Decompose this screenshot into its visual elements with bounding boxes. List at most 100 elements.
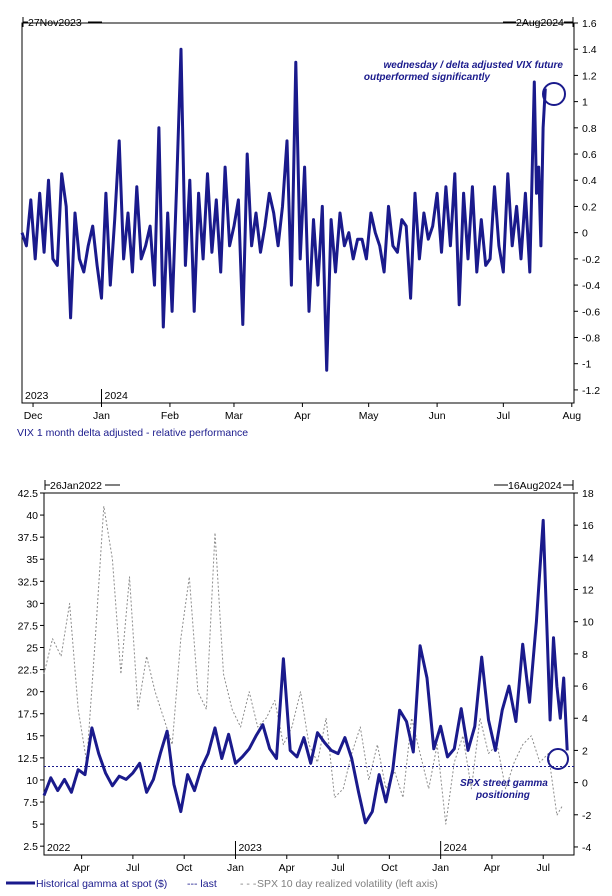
- chart2-left-y-tick-label: 22.5: [18, 665, 39, 677]
- chart1-x-axis: Dec Jan Feb Mar Apr May Jun Jul Aug: [24, 403, 581, 422]
- chart2-legend: Historical gamma at spot ($) --- last - …: [6, 878, 438, 890]
- chart2-left-y-tick-label: 30: [26, 598, 38, 610]
- chart2-highlight-circle: [547, 748, 569, 770]
- chart2-left-y-tick-label: 20: [26, 687, 38, 699]
- chart2-right-y-tick-label: 14: [582, 552, 594, 564]
- chart1-y-tick-label: -1.2: [582, 385, 600, 397]
- chart1-y-tick-label: -1: [582, 359, 591, 371]
- chart1-start-date-marker: 27Nov2023: [22, 17, 102, 29]
- chart2-end-date: 16Aug2024: [508, 480, 562, 492]
- chart2-left-y-tick-label: 25: [26, 643, 38, 655]
- chart2-year-label: 2023: [238, 842, 262, 854]
- chart2-right-y-tick-label: 12: [582, 585, 594, 597]
- chart2-left-y-tick-label: 10: [26, 775, 38, 787]
- chart1-y-tick-label: 1.2: [582, 70, 597, 82]
- chart2-right-y-tick-label: 2: [582, 745, 588, 757]
- chart2-right-y-axis: -4 -2 0 2 4 6 8 10 12 14 16 18: [574, 488, 594, 854]
- chart2-year-label: 2022: [47, 842, 71, 854]
- chart2-x-tick-label: Oct: [381, 862, 397, 874]
- chart2-start-date: 26Jan2022: [50, 480, 102, 492]
- chart2-left-y-tick-label: 7.5: [23, 797, 38, 809]
- chart1-year-label: 2024: [104, 390, 128, 402]
- legend-label-realized-vol: SPX 10 day realized volatility (left axi…: [257, 878, 438, 890]
- chart2-left-y-tick-label: 35: [26, 554, 38, 566]
- chart1-y-tick-label: -0.2: [582, 254, 600, 266]
- chart2-left-y-tick-label: 5: [32, 819, 38, 831]
- chart1-series: [20, 47, 547, 372]
- chart1-year-label: 2023: [25, 390, 49, 402]
- chart2-annotation-line1: SPX street gamma: [460, 778, 548, 789]
- chart2-series: [42, 505, 569, 825]
- chart1-annotation: wednesday / delta adjusted VIX future ou…: [364, 60, 566, 106]
- legend-label-gamma: Historical gamma at spot ($): [36, 878, 167, 890]
- chart2-x-axis: Apr Jul Oct Jan Apr Jul Oct Jan Apr Jul: [73, 855, 550, 874]
- chart1-y-tick-label: 0.8: [582, 123, 597, 135]
- chart2-gamma-line: [42, 518, 569, 825]
- chart1-end-date: 2Aug2024: [516, 17, 564, 29]
- chart2-year-labels: 2022 2023 2024: [43, 841, 468, 855]
- chart2-left-y-tick-label: 42.5: [18, 488, 39, 500]
- chart2-x-tick-label: Jan: [432, 862, 449, 874]
- chart2-right-y-tick-label: 4: [582, 713, 588, 725]
- chart2-left-y-tick-label: 32.5: [18, 576, 39, 588]
- chart1-y-tick-label: -0.8: [582, 332, 600, 344]
- chart1-caption: VIX 1 month delta adjusted - relative pe…: [17, 427, 248, 439]
- chart2-end-date-marker: 16Aug2024: [494, 480, 574, 492]
- chart1-series-line: [20, 47, 547, 372]
- chart1-y-tick-label: 0.2: [582, 201, 597, 213]
- chart2-right-y-tick-label: 8: [582, 649, 588, 661]
- chart1-y-tick-label: 1: [582, 97, 588, 109]
- chart2-right-y-tick-label: 0: [582, 778, 588, 790]
- chart1-x-tick-label: Jul: [497, 410, 510, 422]
- chart1-x-tick-label: Jan: [93, 410, 110, 422]
- chart1-y-tick-label: 0.6: [582, 149, 597, 161]
- chart1-x-tick-label: Feb: [161, 410, 179, 422]
- chart2-right-y-tick-label: 10: [582, 617, 594, 629]
- chart2-left-y-tick-label: 37.5: [18, 532, 39, 544]
- chart2-x-tick-label: Apr: [73, 862, 90, 874]
- chart1-annotation-line2: outperformed significantly: [364, 72, 491, 83]
- chart2-year-label: 2024: [444, 842, 468, 854]
- chart2-realized-vol-line: [43, 505, 563, 825]
- chart2-x-tick-label: Jul: [126, 862, 139, 874]
- chart1-x-tick-label: Aug: [562, 410, 581, 422]
- chart2-x-tick-label: Apr: [484, 862, 501, 874]
- chart1-x-tick-label: Jun: [429, 410, 446, 422]
- chart2-left-y-axis: 2.5 5 7.5 10 12.5 15 17.5 20 22.5 25 27.5 30 32.5 35 3…: [18, 488, 44, 853]
- chart1-highlight-circle: [542, 82, 566, 106]
- chart2-x-tick-label: Jul: [331, 862, 344, 874]
- chart1-start-date: 27Nov2023: [28, 17, 82, 29]
- chart1-y-tick-label: 0.4: [582, 175, 597, 187]
- chart1-plot-frame: [21, 22, 575, 404]
- chart1-y-tick-label: -0.6: [582, 306, 600, 318]
- chart1-y-tick-label: 0: [582, 228, 588, 240]
- chart1-right-y-axis: -1.2 -1 -0.8 -0.6 -0.4 -0.2 0 0.2 0.4 0.6 0.8 1 1.2 1…: [574, 18, 600, 397]
- chart2-left-y-tick-label: 12.5: [18, 753, 39, 765]
- chart1-year-labels: 2023 2024: [21, 389, 128, 403]
- legend-swatch-realized-vol: - - -: [240, 878, 257, 890]
- chart1-x-tick-label: May: [359, 410, 380, 422]
- chart1-y-tick-label: 1.4: [582, 44, 597, 56]
- chart2-right-y-tick-label: 6: [582, 681, 588, 693]
- chart2-left-y-tick-label: 2.5: [23, 841, 38, 853]
- spx-gamma-positioning-chart: 26Jan2022 16Aug2024 2.557.51012.51517.52…: [6, 480, 594, 890]
- chart2-right-y-tick-label: 18: [582, 488, 594, 500]
- chart1-annotation-line1: wednesday / delta adjusted VIX future: [384, 60, 564, 71]
- chart2-x-tick-label: Apr: [279, 862, 296, 874]
- chart2-left-y-tick-label: 17.5: [18, 709, 39, 721]
- chart2-annotation-line2: positioning: [475, 790, 530, 801]
- chart1-x-tick-label: Apr: [294, 410, 311, 422]
- chart2-right-y-tick-label: -4: [582, 842, 591, 854]
- chart2-x-tick-label: Jul: [537, 862, 550, 874]
- chart2-start-date-marker: 26Jan2022: [44, 480, 120, 492]
- chart2-left-y-tick-label: 40: [26, 510, 38, 522]
- chart2-right-y-tick-label: -2: [582, 810, 591, 822]
- legend-label-last: --- last: [187, 878, 217, 890]
- chart1-y-tick-label: 1.6: [582, 18, 597, 30]
- chart2-x-tick-label: Jan: [227, 862, 244, 874]
- chart1-end-date-marker: 2Aug2024: [503, 17, 574, 29]
- chart2-annotation: SPX street gamma positioning: [460, 748, 569, 801]
- chart1-x-tick-label: Dec: [24, 410, 43, 422]
- chart1-x-tick-label: Mar: [225, 410, 244, 422]
